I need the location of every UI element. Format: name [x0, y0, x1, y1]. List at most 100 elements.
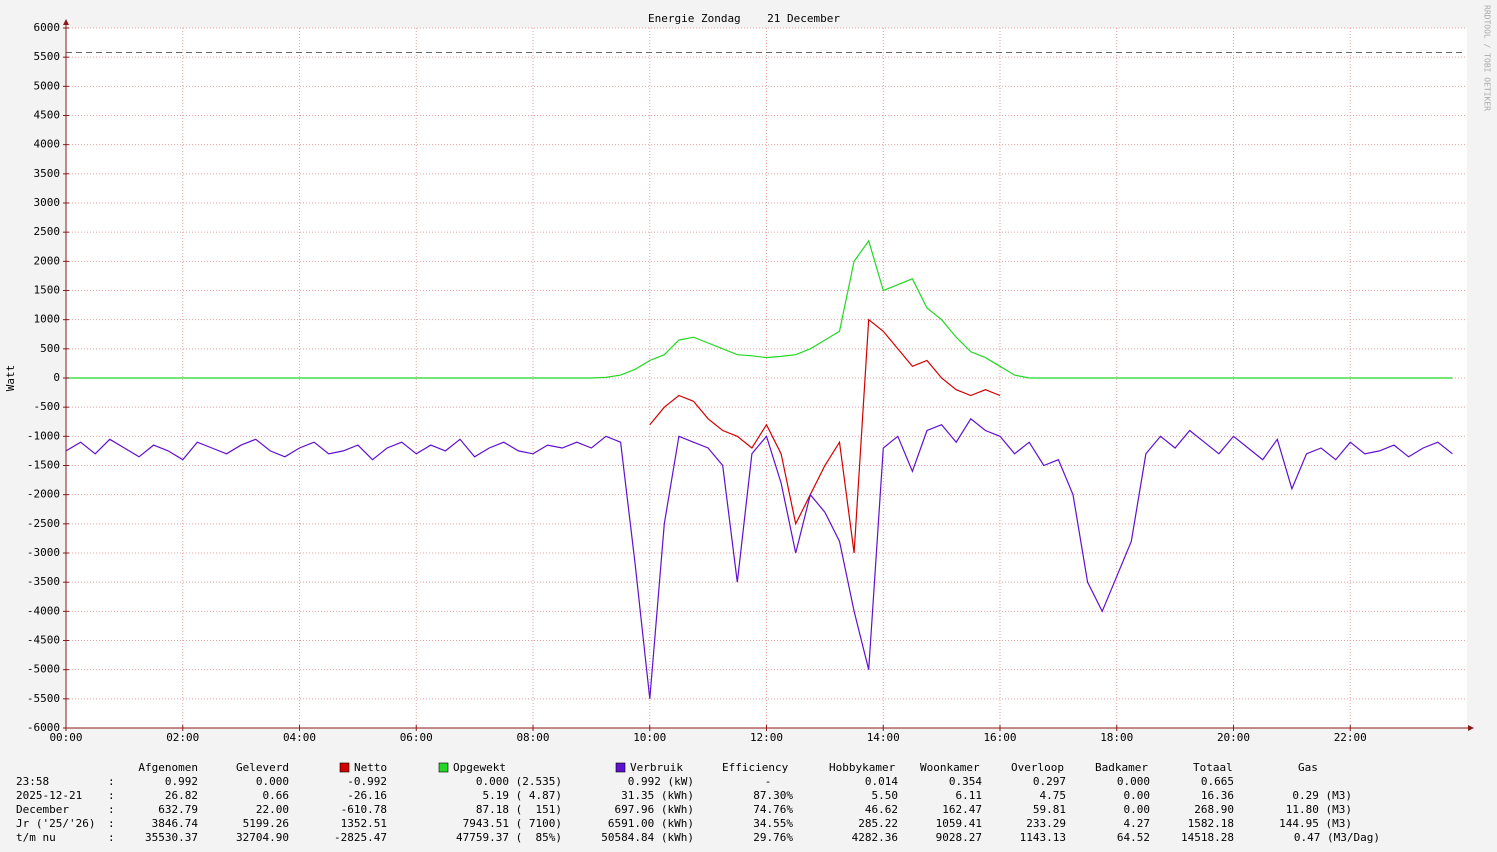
row-separator: : — [108, 817, 115, 830]
table-cell: 32704.90 — [236, 831, 289, 844]
table-cell: 4282.36 — [852, 831, 898, 844]
table-cell: 0.992 — [165, 775, 198, 788]
table-cell: 35530.37 — [145, 831, 198, 844]
x-tick-label: 04:00 — [283, 731, 316, 744]
y-tick-label: 2500 — [34, 225, 61, 238]
table-cell: 1352.51 — [341, 817, 387, 830]
y-tick-label: 0 — [53, 371, 60, 384]
y-tick-label: -2500 — [27, 517, 60, 530]
y-tick-label: 5000 — [34, 79, 61, 92]
x-tick-label: 16:00 — [983, 731, 1016, 744]
column-header: Geleverd — [236, 761, 289, 774]
legend-table: Afgenomen Geleverd Netto Opgewekt Verbruik Ef… — [16, 761, 1380, 844]
table-cell: 6.11 — [956, 789, 983, 802]
series-line — [649, 318, 1001, 554]
table-cell: -2825.47 — [334, 831, 387, 844]
table-cell: 22.00 — [256, 803, 289, 816]
table-cell: 0.00 — [1124, 789, 1151, 802]
table-cell: 29.76% — [753, 831, 793, 844]
x-tick-label: 14:00 — [867, 731, 900, 744]
row-separator: : — [108, 789, 115, 802]
x-tick-label: 00:00 — [49, 731, 82, 744]
x-tick-label: 18:00 — [1100, 731, 1133, 744]
table-cell: 0.29 (M3) — [1292, 789, 1352, 802]
table-cell: 31.35 (kWh) — [621, 789, 694, 802]
y-tick-label: 3500 — [34, 167, 61, 180]
legend-swatch — [438, 762, 449, 773]
row-label: December — [16, 803, 69, 816]
table-cell: 5.19 ( 4.87) — [483, 789, 562, 802]
legend-swatch — [615, 762, 626, 773]
column-header: Woonkamer — [920, 761, 980, 774]
table-cell: 6591.00 (kWh) — [608, 817, 694, 830]
lines — [65, 239, 1453, 699]
table-cell: 4.27 — [1124, 817, 1151, 830]
y-tick-label: -5000 — [27, 663, 60, 676]
y-axis-label: Watt — [4, 365, 17, 392]
x-tick-label: 08:00 — [516, 731, 549, 744]
table-cell: -26.16 — [347, 789, 387, 802]
table-cell: 144.95 (M3) — [1279, 817, 1352, 830]
table-cell: 16.36 — [1201, 789, 1234, 802]
table-cell: 0.014 — [865, 775, 898, 788]
table-cell: -0.992 — [347, 775, 387, 788]
table-cell: 268.90 — [1194, 803, 1234, 816]
row-label: t/m nu — [16, 831, 56, 844]
table-cell: 233.29 — [1026, 817, 1066, 830]
table-cell: 632.79 — [158, 803, 198, 816]
y-tick-label: -2000 — [27, 488, 60, 501]
table-cell: 0.665 — [1201, 775, 1234, 788]
y-tick-label: -3000 — [27, 546, 60, 559]
row-separator: : — [108, 831, 115, 844]
y-tick-label: -5500 — [27, 692, 60, 705]
table-cell: 64.52 — [1117, 831, 1150, 844]
y-tick-label: -3500 — [27, 575, 60, 588]
table-cell: 5.50 — [872, 789, 899, 802]
y-tick-label: 2000 — [34, 254, 61, 267]
x-tick-label: 06:00 — [400, 731, 433, 744]
table-cell: 7943.51 ( 7100) — [463, 817, 562, 830]
y-tick-label: -500 — [34, 400, 61, 413]
y-tick-label: -4500 — [27, 634, 60, 647]
y-tick-label: 1000 — [34, 313, 61, 326]
table-cell: 0.00 — [1124, 803, 1151, 816]
column-header: Afgenomen — [138, 761, 198, 774]
table-cell: 46.62 — [865, 803, 898, 816]
table-cell: 285.22 — [858, 817, 898, 830]
legend-label: Opgewekt — [453, 761, 506, 774]
table-cell: 1143.13 — [1020, 831, 1066, 844]
axes: -6000-5500-5000-4500-4000-3500-3000-2500… — [27, 19, 1474, 744]
table-cell: 0.992 (kW) — [628, 775, 694, 788]
y-tick-label: 500 — [40, 342, 60, 355]
table-cell: - — [765, 775, 772, 788]
table-cell: 697.96 (kWh) — [615, 803, 694, 816]
legend-swatch — [339, 762, 350, 773]
table-cell: 162.47 — [942, 803, 982, 816]
y-tick-label: 6000 — [34, 21, 61, 34]
x-tick-label: 20:00 — [1217, 731, 1250, 744]
column-header: Badkamer — [1095, 761, 1148, 774]
table-cell: 11.80 (M3) — [1286, 803, 1352, 816]
y-tick-label: -4000 — [27, 604, 60, 617]
column-header: Gas — [1298, 761, 1318, 774]
table-cell: 0.000 — [1117, 775, 1150, 788]
watermark: RRDTOOL / TOBI OETIKER — [1483, 5, 1492, 111]
table-cell: 5199.26 — [243, 817, 289, 830]
column-header: Overloop — [1011, 761, 1064, 774]
row-label: Jr ('25/'26) — [16, 817, 95, 830]
table-cell: 9028.27 — [936, 831, 982, 844]
row-separator: : — [108, 775, 115, 788]
y-tick-label: 1500 — [34, 284, 61, 297]
y-tick-label: -1000 — [27, 429, 60, 442]
legend-label: Netto — [354, 761, 387, 774]
table-cell: 0.47 (M3/Dag) — [1294, 831, 1380, 844]
table-cell: 50584.84 (kWh) — [601, 831, 694, 844]
table-cell: 59.81 — [1033, 803, 1066, 816]
chart-title: Energie Zondag 21 December — [648, 12, 840, 25]
row-label: 23:58 — [16, 775, 49, 788]
y-tick-label: -1500 — [27, 459, 60, 472]
table-cell: 0.66 — [263, 789, 290, 802]
y-tick-label: 5500 — [34, 50, 61, 63]
table-cell: 1059.41 — [936, 817, 982, 830]
table-cell: 0.000 — [256, 775, 289, 788]
